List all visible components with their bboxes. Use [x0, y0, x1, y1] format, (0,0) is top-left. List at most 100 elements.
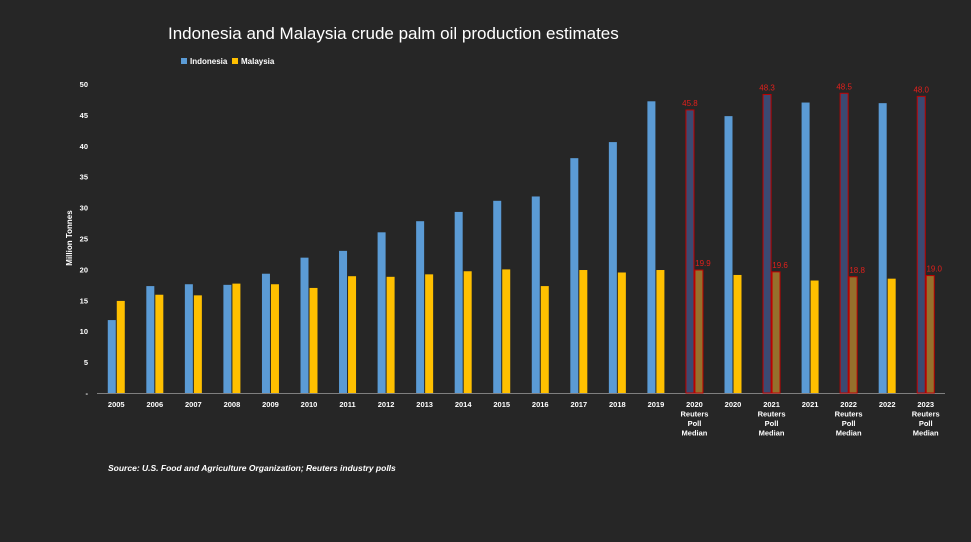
bar-indonesia-14 — [647, 101, 656, 393]
x-tick-label-3: 2008 — [224, 400, 241, 409]
legend-swatch-malaysia — [232, 58, 238, 64]
x-tick-label-9: 2014 — [455, 400, 473, 409]
bar-malaysia-10 — [502, 269, 511, 393]
bar-indonesia-0 — [107, 320, 116, 393]
bar-malaysia-6 — [348, 276, 357, 393]
bar-malaysia-7 — [386, 276, 395, 393]
bar-malaysia-16 — [733, 274, 742, 393]
y-tick-label-9: 45 — [80, 111, 88, 120]
bar-malaysia-15 — [694, 269, 704, 394]
bar-indonesia-20 — [878, 103, 887, 394]
bar-malaysia-21 — [925, 275, 935, 394]
bar-indonesia-17 — [762, 94, 772, 394]
data-label-indonesia-15: 45.8 — [682, 99, 698, 108]
x-tick-label-21: 2023 Reuters Poll Median — [912, 400, 940, 438]
y-tick-label-1: 5 — [84, 358, 88, 367]
bar-malaysia-13 — [617, 272, 626, 393]
y-tick-label-3: 15 — [80, 296, 88, 305]
x-tick-label-0: 2005 — [108, 400, 125, 409]
x-tick-label-11: 2016 — [532, 400, 549, 409]
y-tick-label-7: 35 — [80, 173, 88, 182]
x-tick-label-14: 2019 — [648, 400, 665, 409]
data-label-indonesia-17: 48.3 — [759, 84, 775, 93]
bar-malaysia-20 — [887, 278, 896, 393]
chart-title: Indonesia and Malaysia crude palm oil pr… — [168, 24, 619, 43]
bar-malaysia-2 — [193, 295, 202, 393]
x-tick-label-17: 2021 Reuters Poll Median — [758, 400, 786, 438]
data-label-malaysia-17: 19.6 — [772, 261, 788, 270]
bar-indonesia-21 — [916, 95, 926, 394]
bar-indonesia-12 — [570, 158, 579, 393]
bar-malaysia-3 — [232, 283, 241, 393]
x-tick-label-15: 2020 Reuters Poll Median — [680, 400, 708, 438]
bar-indonesia-3 — [223, 284, 232, 393]
bar-malaysia-12 — [579, 270, 588, 393]
y-axis-label: Million Tonnes — [65, 210, 74, 266]
x-tick-label-10: 2015 — [493, 400, 510, 409]
bar-indonesia-8 — [416, 221, 425, 393]
bar-malaysia-17 — [771, 271, 781, 394]
x-tick-label-20: 2022 — [879, 400, 896, 409]
bar-indonesia-11 — [531, 196, 540, 393]
bar-indonesia-13 — [608, 142, 617, 393]
bar-indonesia-4 — [261, 273, 270, 393]
x-tick-label-6: 2011 — [339, 400, 355, 409]
data-labels: 45.8 48.3 48.5 48.0 19.9 19.6 18.8 19.0 — [682, 82, 942, 275]
bar-indonesia-9 — [454, 211, 463, 393]
data-label-malaysia-19: 18.8 — [849, 266, 865, 275]
bar-indonesia-1 — [146, 286, 155, 393]
x-tick-label-12: 2017 — [570, 400, 587, 409]
bars — [107, 92, 935, 394]
bar-indonesia-7 — [377, 232, 386, 393]
bar-malaysia-14 — [656, 270, 665, 393]
y-tick-label-5: 25 — [80, 235, 88, 244]
x-tick-label-2: 2007 — [185, 400, 202, 409]
x-tick-label-1: 2006 — [146, 400, 163, 409]
x-tick-label-19: 2022 Reuters Poll Median — [835, 400, 863, 438]
bar-malaysia-1 — [155, 294, 164, 393]
bar-malaysia-4 — [270, 284, 279, 393]
y-tick-label-6: 30 — [80, 204, 88, 213]
bar-indonesia-5 — [300, 257, 309, 393]
bar-indonesia-18 — [801, 102, 810, 393]
legend: Indonesia Malaysia — [181, 57, 275, 66]
legend-label-indonesia: Indonesia — [190, 57, 228, 66]
x-tick-label-13: 2018 — [609, 400, 626, 409]
bar-malaysia-5 — [309, 287, 318, 393]
bar-indonesia-2 — [184, 284, 193, 393]
x-tick-label-4: 2009 — [262, 400, 279, 409]
bar-indonesia-15 — [685, 109, 695, 394]
legend-label-malaysia: Malaysia — [241, 57, 275, 66]
x-tick-label-5: 2010 — [301, 400, 318, 409]
x-tick-label-18: 2021 — [802, 400, 819, 409]
x-tick-label-7: 2012 — [378, 400, 395, 409]
data-label-indonesia-19: 48.5 — [836, 82, 852, 91]
y-tick-label-8: 40 — [80, 142, 88, 151]
x-tick-label-8: 2013 — [416, 400, 433, 409]
bar-indonesia-6 — [339, 250, 348, 393]
y-tick-label-0: - — [86, 389, 89, 398]
y-tick-label-4: 20 — [80, 265, 88, 274]
bar-indonesia-10 — [493, 200, 502, 393]
y-tick-label-2: 10 — [80, 327, 88, 336]
bar-malaysia-19 — [848, 276, 858, 394]
x-tick-label-16: 2020 — [725, 400, 742, 409]
legend-swatch-indonesia — [181, 58, 187, 64]
bar-malaysia-8 — [425, 274, 434, 393]
x-axis: 2005 2006 2007 2008 2009 2010 2011 2012 2013 2014… — [97, 393, 945, 438]
source-note: Source: U.S. Food and Agriculture Organi… — [108, 463, 396, 473]
bar-malaysia-11 — [540, 286, 549, 393]
bar-indonesia-16 — [724, 116, 733, 394]
bar-indonesia-19 — [839, 92, 849, 394]
data-label-malaysia-21: 19.0 — [926, 265, 942, 274]
y-axis: - 5 10 15 20 25 30 35 40 45 50 — [80, 80, 89, 398]
bar-malaysia-9 — [463, 271, 472, 393]
y-tick-label-10: 50 — [80, 80, 88, 89]
bar-malaysia-0 — [116, 300, 125, 393]
data-label-malaysia-15: 19.9 — [695, 259, 711, 268]
data-label-indonesia-21: 48.0 — [913, 85, 929, 94]
bar-malaysia-18 — [810, 280, 819, 393]
